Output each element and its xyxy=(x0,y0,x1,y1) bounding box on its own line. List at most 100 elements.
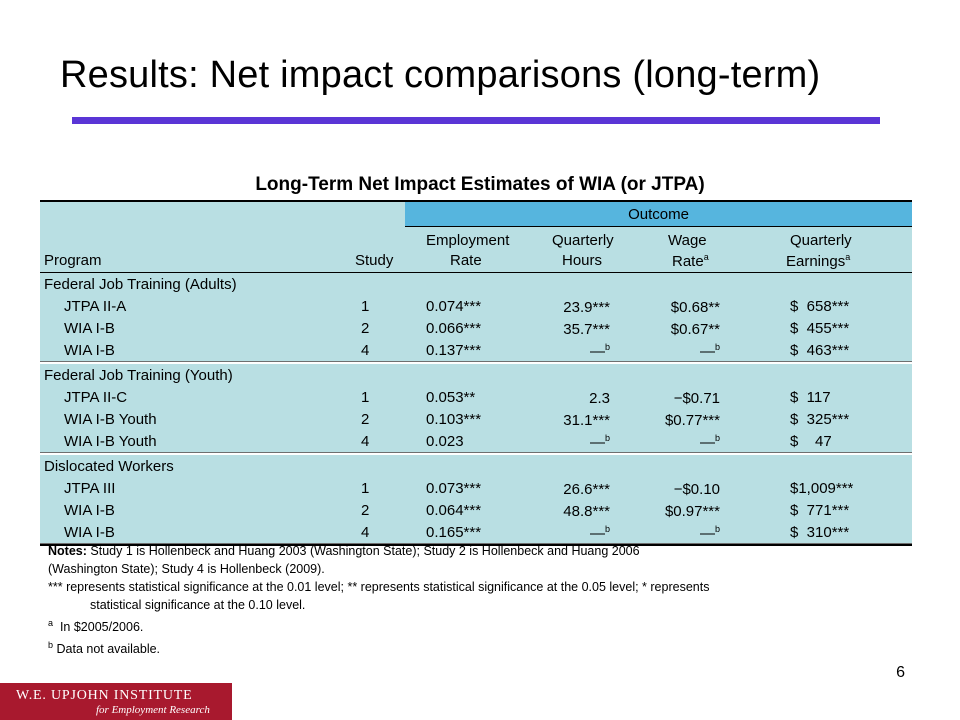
cell-quarterly-earnings: $ 117 xyxy=(790,389,831,406)
header-earnings-line1: Quarterly xyxy=(790,232,852,249)
footnote-b: b Data not available. xyxy=(48,640,161,657)
cell-employment-rate: 0.074*** xyxy=(426,298,482,315)
cell-quarterly-hours: 31.1*** xyxy=(563,412,610,429)
impact-table: Outcome Program Study Employment Rate Qu… xyxy=(40,200,912,546)
cell-program: WIA I-B xyxy=(64,524,115,541)
cell-quarterly-hours: 35.7*** xyxy=(563,321,610,338)
cell-quarterly-hours: 2.3 xyxy=(589,390,610,407)
cell-quarterly-hours: 48.8*** xyxy=(563,503,610,520)
cell-study: 4 xyxy=(361,342,370,359)
cell-wage-rate: −$0.71 xyxy=(673,390,720,407)
cell-program: WIA I-B xyxy=(64,342,115,359)
cell-study: 1 xyxy=(361,480,370,497)
header-hours-line2: Hours xyxy=(562,252,603,269)
table-row: JTPA II-C 1 0.053** 2.3 −$0.71 $ 117 xyxy=(40,386,912,408)
table-group: Dislocated Workers JTPA III 1 0.073*** 26.6*… xyxy=(40,453,912,544)
table-row: WIA I-B 4 0.137*** —b —b $ 463*** xyxy=(40,339,912,361)
table-notes: Notes: Study 1 is Hollenbeck and Huang 2… xyxy=(48,542,908,658)
header-employment-line1: Employment xyxy=(426,232,510,249)
slide-title: Results: Net impact comparisons (long-te… xyxy=(60,54,821,96)
cell-wage-rate: −$0.10 xyxy=(673,481,720,498)
cell-quarterly-earnings: $ 325*** xyxy=(790,411,850,428)
cell-study: 4 xyxy=(361,524,370,541)
page-number: 6 xyxy=(896,664,905,681)
cell-study: 1 xyxy=(361,298,370,315)
cell-study: 2 xyxy=(361,502,370,519)
upjohn-logo: W.E. UPJOHN INSTITUTE for Employment Res… xyxy=(0,683,232,720)
cell-quarterly-earnings: $ 658*** xyxy=(790,298,850,315)
table-row: WIA I-B Youth 2 0.103*** 31.1*** $0.77*** $ 3… xyxy=(40,408,912,430)
cell-quarterly-earnings: $ 463*** xyxy=(790,342,850,359)
cell-quarterly-earnings: $1,009*** xyxy=(790,480,854,497)
cell-study: 1 xyxy=(361,389,370,406)
cell-quarterly-earnings: $ 310*** xyxy=(790,524,850,541)
cell-study: 4 xyxy=(361,433,370,450)
cell-wage-rate: —b xyxy=(699,433,720,451)
group-title: Federal Job Training (Youth) xyxy=(40,364,912,386)
cell-quarterly-hours: —b xyxy=(589,433,610,451)
header-hours-line1: Quarterly xyxy=(552,232,614,249)
cell-program: JTPA II-C xyxy=(64,389,128,406)
table-row: JTPA II-A 1 0.074*** 23.9*** $0.68** $ 658*** xyxy=(40,295,912,317)
cell-program: JTPA III xyxy=(64,480,116,497)
outcome-band: Outcome xyxy=(405,202,912,227)
cell-employment-rate: 0.053** xyxy=(426,389,476,406)
cell-quarterly-hours: 23.9*** xyxy=(563,299,610,316)
cell-wage-rate: $0.68** xyxy=(670,299,720,316)
cell-program: WIA I-B Youth xyxy=(64,411,157,428)
cell-study: 2 xyxy=(361,320,370,337)
table-body: Federal Job Training (Adults) JTPA II-A 1 0… xyxy=(40,273,912,544)
table-group: Federal Job Training (Adults) JTPA II-A 1 0… xyxy=(40,273,912,362)
cell-program: JTPA II-A xyxy=(64,298,127,315)
table-caption: Long-Term Net Impact Estimates of WIA (o… xyxy=(255,174,705,195)
group-title-text: Federal Job Training (Youth) xyxy=(44,367,233,384)
cell-employment-rate: 0.066*** xyxy=(426,320,482,337)
cell-wage-rate: —b xyxy=(699,342,720,360)
group-title-text: Federal Job Training (Adults) xyxy=(44,276,237,293)
cell-quarterly-earnings: $ 455*** xyxy=(790,320,850,337)
notes-line-2: (Washington State); Study 4 is Hollenbec… xyxy=(48,562,325,576)
group-title: Federal Job Training (Adults) xyxy=(40,273,912,295)
cell-quarterly-earnings: $ 47 xyxy=(790,433,832,450)
header-wage-line2: Ratea xyxy=(672,252,709,270)
table-row: WIA I-B 4 0.165*** —b —b $ 310*** xyxy=(40,521,912,543)
header-wage-line1: Wage xyxy=(668,232,707,249)
notes-line-3: *** represents statistical significance … xyxy=(48,580,710,594)
cell-quarterly-hours: —b xyxy=(589,524,610,542)
cell-wage-rate: $0.97*** xyxy=(664,503,720,520)
logo-sub-text: for Employment Research xyxy=(96,704,210,716)
header-employment-line2: Rate xyxy=(450,252,482,269)
group-title-text: Dislocated Workers xyxy=(44,458,174,475)
cell-quarterly-hours: —b xyxy=(589,342,610,360)
cell-program: WIA I-B Youth xyxy=(64,433,157,450)
cell-wage-rate: —b xyxy=(699,524,720,542)
table-row: JTPA III 1 0.073*** 26.6*** −$0.10 $1,009*** xyxy=(40,477,912,499)
cell-program: WIA I-B xyxy=(64,502,115,519)
table-group: Federal Job Training (Youth) JTPA II-C 1 0.… xyxy=(40,362,912,453)
cell-quarterly-hours: 26.6*** xyxy=(563,481,610,498)
table-header: Outcome Program Study Employment Rate Qu… xyxy=(40,202,912,273)
title-underline xyxy=(72,117,880,124)
cell-study: 2 xyxy=(361,411,370,428)
cell-employment-rate: 0.165*** xyxy=(426,524,482,541)
header-program: Program xyxy=(44,252,102,269)
header-study: Study xyxy=(355,252,394,269)
outcome-label: Outcome xyxy=(628,206,689,223)
table-row: WIA I-B 2 0.064*** 48.8*** $0.97*** $ 771*** xyxy=(40,499,912,521)
cell-employment-rate: 0.073*** xyxy=(426,480,482,497)
notes-line-1: Notes: Study 1 is Hollenbeck and Huang 2… xyxy=(48,544,640,558)
cell-wage-rate: $0.67** xyxy=(670,321,720,338)
table-row: WIA I-B Youth 4 0.023 —b —b $ 47 xyxy=(40,430,912,452)
cell-wage-rate: $0.77*** xyxy=(664,412,720,429)
cell-employment-rate: 0.103*** xyxy=(426,411,482,428)
table-row: WIA I-B 2 0.066*** 35.7*** $0.67** $ 455*** xyxy=(40,317,912,339)
footnote-a: a In $2005/2006. xyxy=(48,618,144,635)
cell-program: WIA I-B xyxy=(64,320,115,337)
cell-quarterly-earnings: $ 771*** xyxy=(790,502,850,519)
notes-line-4: statistical significance at the 0.10 lev… xyxy=(90,598,306,612)
group-title: Dislocated Workers xyxy=(40,455,912,477)
cell-employment-rate: 0.137*** xyxy=(426,342,482,359)
cell-employment-rate: 0.023 xyxy=(426,433,464,450)
header-earnings-line2: Earningsa xyxy=(786,252,851,270)
logo-main-text: W.E. UPJOHN INSTITUTE xyxy=(16,688,193,703)
